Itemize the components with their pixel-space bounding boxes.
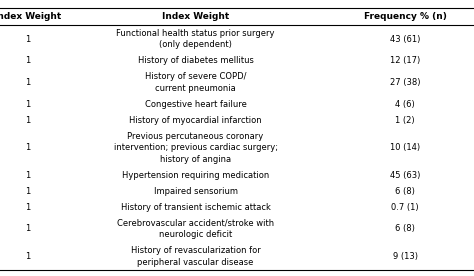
- Text: 1: 1: [25, 224, 30, 233]
- Text: History of myocardial infarction: History of myocardial infarction: [129, 116, 262, 124]
- Text: 1: 1: [25, 252, 30, 261]
- Text: 1: 1: [25, 187, 30, 196]
- Text: Impaired sensorium: Impaired sensorium: [154, 187, 237, 196]
- Text: Hypertension requiring medication: Hypertension requiring medication: [122, 171, 269, 180]
- Text: Congestive heart failure: Congestive heart failure: [145, 100, 246, 109]
- Text: 12 (17): 12 (17): [390, 56, 420, 65]
- Text: Functional health status prior surgery
(only dependent): Functional health status prior surgery (…: [116, 29, 275, 49]
- Text: History of transient ischemic attack: History of transient ischemic attack: [120, 203, 271, 211]
- Text: 43 (61): 43 (61): [390, 34, 420, 44]
- Text: 9 (13): 9 (13): [393, 252, 418, 261]
- Text: 1: 1: [25, 34, 30, 44]
- Text: History of revascularization for
peripheral vascular disease: History of revascularization for periphe…: [131, 246, 260, 267]
- Text: 1: 1: [25, 78, 30, 87]
- Text: 27 (38): 27 (38): [390, 78, 420, 87]
- Text: 1: 1: [25, 56, 30, 65]
- Text: 6 (8): 6 (8): [395, 187, 415, 196]
- Text: 1: 1: [25, 171, 30, 180]
- Text: Previous percutaneous coronary
intervention; previous cardiac surgery;
history o: Previous percutaneous coronary intervent…: [114, 132, 277, 164]
- Text: History of diabetes mellitus: History of diabetes mellitus: [137, 56, 254, 65]
- Text: 1: 1: [25, 100, 30, 109]
- Text: 10 (14): 10 (14): [390, 143, 420, 152]
- Text: 0.7 (1): 0.7 (1): [392, 203, 419, 211]
- Text: Cerebrovascular accident/stroke with
neurologic deficit: Cerebrovascular accident/stroke with neu…: [117, 218, 274, 239]
- Text: Index Weight: Index Weight: [162, 12, 229, 21]
- Text: 45 (63): 45 (63): [390, 171, 420, 180]
- Text: Frequency % (n): Frequency % (n): [364, 12, 447, 21]
- Text: Index Weight: Index Weight: [0, 12, 61, 21]
- Text: 1 (2): 1 (2): [395, 116, 415, 124]
- Text: 6 (8): 6 (8): [395, 224, 415, 233]
- Text: 1: 1: [25, 116, 30, 124]
- Text: 1: 1: [25, 203, 30, 211]
- Text: History of severe COPD/
current pneumonia: History of severe COPD/ current pneumoni…: [145, 72, 246, 93]
- Text: 1: 1: [25, 143, 30, 152]
- Text: 4 (6): 4 (6): [395, 100, 415, 109]
